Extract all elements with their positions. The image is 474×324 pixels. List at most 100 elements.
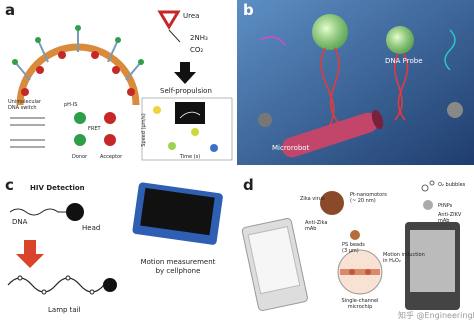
illustration-circle: [17, 275, 23, 281]
switch-label: Unimolecular: [8, 99, 42, 105]
antibody-label: mAb: [438, 218, 449, 224]
illustration-circle: [12, 59, 18, 65]
illustration-circle: [115, 37, 121, 43]
panel-label: d: [243, 176, 254, 194]
illustration-rect: [410, 230, 455, 292]
illustration-circle: [210, 144, 218, 152]
acceptor-label: Acceptor: [100, 154, 123, 160]
panel-title: HIV Detection: [30, 184, 85, 192]
beads-label: PS beads: [342, 242, 365, 248]
illustration-circle: [112, 66, 120, 74]
antibody-label: Anti-Zika: [305, 220, 327, 226]
illustration-circle: [35, 37, 41, 43]
illustration-circle: [21, 88, 29, 96]
illustration-circle: [421, 184, 429, 192]
antibody-label: Anti-ZIKV: [438, 212, 462, 218]
group: [21, 51, 135, 96]
illustration-circle: [91, 51, 99, 59]
panel-label: b: [243, 1, 254, 19]
illustration-line: [37, 39, 49, 63]
illustration-polygon: [157, 10, 181, 30]
illustration-circle: [365, 269, 371, 275]
group: [74, 112, 86, 146]
illustration-circle: [312, 14, 348, 50]
illustration-circle: [423, 200, 433, 210]
illustration-rect: [175, 102, 205, 124]
urea-label: Urea: [183, 12, 199, 20]
illustration-circle: [127, 88, 135, 96]
illustration-circle: [191, 128, 199, 136]
illustration-circle: [89, 289, 95, 295]
axis-label: Speed (μm/s): [141, 113, 147, 147]
illustration-circle: [320, 191, 344, 215]
probe-label: DNA Probe: [385, 57, 423, 65]
group: [17, 275, 95, 295]
watermark: 知乎 @EngineeringForLife: [398, 310, 474, 320]
illustration-path: [444, 29, 456, 71]
illustration-circle: [74, 134, 86, 146]
panel-b: b DNA Probe Microrobot: [237, 0, 474, 165]
illustration-path: [7, 277, 105, 293]
illustration-circle: [36, 66, 44, 74]
group: [104, 112, 116, 146]
group: [281, 109, 384, 158]
dna-label: DNA: [12, 218, 28, 226]
motion-label: Motion induction: [383, 252, 425, 258]
illustration-circle: [103, 278, 117, 292]
illustration-rect: [237, 0, 474, 165]
head-label: Head: [82, 224, 100, 232]
chip-label: microchip: [348, 304, 373, 310]
ammonia-label: 2NH₃: [190, 34, 208, 42]
motion-label: in H₂O₂: [383, 258, 401, 264]
group: [14, 28, 142, 81]
robot-label: Microrobot: [272, 144, 310, 152]
illustration-polygon: [16, 240, 44, 268]
illustration-circle: [258, 113, 272, 127]
ph-label: pH-IS: [64, 102, 77, 108]
illustration-circle: [74, 112, 86, 124]
illustration-line: [168, 29, 181, 43]
illustration-line: [107, 39, 119, 63]
illustration-circle: [138, 59, 144, 65]
illustration-circle: [104, 134, 116, 146]
illustration-circle: [447, 102, 463, 118]
antibody-label: mAb: [305, 226, 316, 232]
measure-label: Motion measurement: [141, 258, 216, 266]
illustration-circle: [386, 26, 414, 54]
group: [12, 25, 144, 65]
illustration-path: [393, 53, 409, 121]
illustration-rect: [281, 112, 379, 158]
illustration-path: [320, 47, 341, 126]
illustration-circle: [153, 106, 161, 114]
bubbles-label: O₂ bubbles: [438, 182, 466, 188]
co2-label: CO₂: [190, 46, 203, 54]
illustration-line: [14, 61, 31, 81]
illustration-path: [259, 36, 286, 46]
illustration-circle: [58, 51, 66, 59]
illustration-circle: [168, 142, 176, 150]
group: [153, 106, 218, 152]
tail-label: Lamp tail: [48, 306, 81, 314]
illustration-path: [9, 208, 66, 216]
illustration-circle: [104, 112, 116, 124]
illustration-rect: [140, 187, 215, 236]
illustration-circle: [65, 275, 71, 281]
measure-label: by cellphone: [156, 267, 201, 275]
axis-label: Time (s): [179, 154, 200, 160]
illustration-circle: [41, 289, 47, 295]
illustration-path: [16, 43, 140, 106]
illustration-ellipse: [371, 109, 384, 130]
illustration-circle: [75, 25, 81, 31]
switch-label: DNA switch: [8, 105, 37, 111]
panel-d: d O₂ bubbles Zika virus Pt-nanomotors (~…: [241, 176, 474, 320]
illustration-polygon: [174, 62, 196, 84]
illustration-circle: [349, 269, 355, 275]
chip-label: Single-channel: [342, 298, 379, 304]
nanomotors-label: Pt-nanomotors: [350, 192, 387, 198]
nanomotors-label: (~ 20 nm): [350, 198, 376, 204]
illustration-circle: [350, 230, 360, 240]
panel-label: c: [5, 176, 14, 194]
illustration-circle: [66, 203, 84, 221]
group: [132, 182, 223, 245]
